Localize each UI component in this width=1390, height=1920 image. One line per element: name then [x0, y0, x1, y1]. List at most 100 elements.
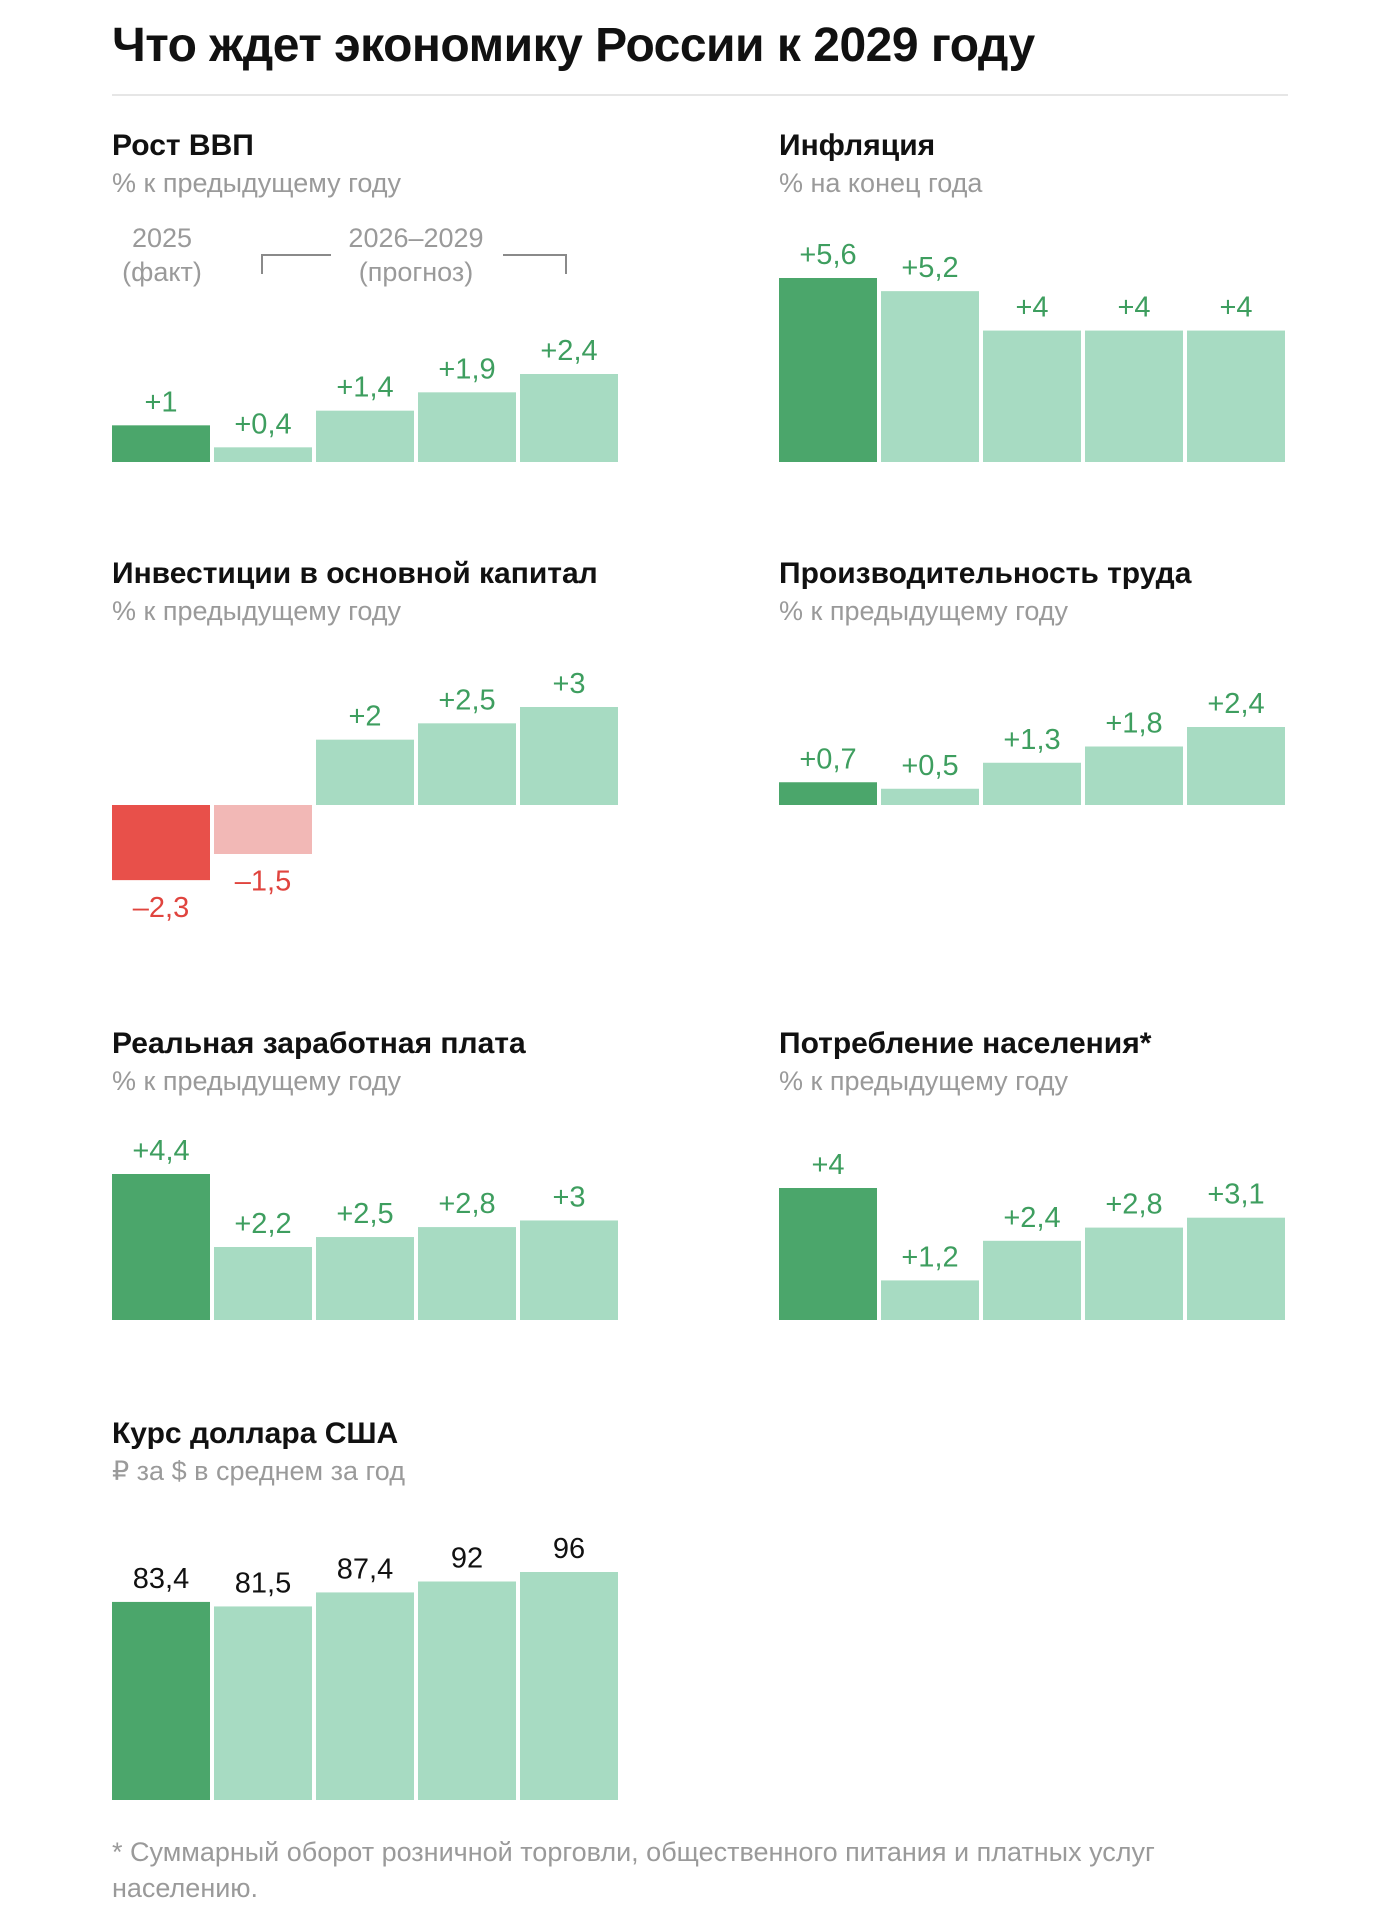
bar-2028: [1085, 1227, 1183, 1320]
data-label: +3: [552, 668, 585, 700]
chart-panel-inflation: Инфляция % на конец года +5,6 +5,2 +4 +4 +4: [779, 128, 1299, 462]
chart-title: Производительность труда: [779, 557, 1192, 590]
bar-2026: [881, 788, 979, 805]
chart-title: Рост ВВП: [112, 129, 254, 162]
data-label: +2,5: [438, 684, 495, 716]
chart-panel-productivity: Производительность труда % к предыдущему…: [779, 556, 1299, 805]
chart-subtitle: ₽ за $ в среднем за год: [112, 1456, 405, 1486]
chart-panel-gdp: Рост ВВП % к предыдущему году 2025 (факт…: [112, 128, 632, 462]
bar-chart-investment: –2,3 –1,5 +2 +2,5 +3: [112, 668, 618, 924]
data-label: 87,4: [337, 1553, 393, 1585]
bar-2027: [316, 410, 414, 462]
data-label: +1,4: [336, 372, 393, 404]
bar-2025: [112, 805, 210, 881]
chart-panel-wages: Реальная заработная плата % к предыдущем…: [112, 1026, 632, 1320]
data-label: +2: [348, 701, 381, 733]
bar-chart-inflation: +5,6 +5,2 +4 +4 +4: [779, 239, 1285, 462]
data-label: +4: [1015, 292, 1048, 324]
chart-title: Инвестиции в основной капитал: [112, 557, 598, 590]
bar-2028: [1085, 330, 1183, 462]
chart-subtitle: % к предыдущему году: [779, 1066, 1069, 1096]
bar-2025: [112, 425, 210, 462]
data-label: +5,6: [799, 239, 856, 271]
chart-panel-investment: Инвестиции в основной капитал % к предыд…: [112, 556, 632, 924]
bar-2026: [214, 447, 312, 462]
bar-2029: [1187, 1217, 1285, 1320]
bar-2027: [983, 762, 1081, 805]
legend-forecast-label: (прогноз): [358, 257, 474, 287]
data-label: +2,4: [1207, 688, 1264, 720]
data-label: +2,8: [438, 1188, 495, 1220]
bar-chart-productivity: +0,7 +0,5 +1,3 +1,8 +2,4: [779, 688, 1285, 805]
bar-2028: [418, 392, 516, 462]
bar-chart-usd: 83,4 81,5 87,4 92 96: [112, 1533, 618, 1800]
bar-2027: [316, 1237, 414, 1320]
data-label: –1,5: [235, 866, 291, 898]
chart-subtitle: % к предыдущему году: [112, 168, 402, 198]
bar-2026: [881, 291, 979, 462]
bar-chart-gdp: +1 +0,4 +1,4 +1,9 +2,4: [112, 335, 618, 462]
data-label: +2,4: [1003, 1202, 1060, 1234]
bar-2025: [779, 782, 877, 805]
data-label: +2,2: [234, 1208, 291, 1240]
data-label: +3,1: [1207, 1179, 1264, 1211]
chart-panel-usd: Курс доллара США ₽ за $ в среднем за год…: [112, 1416, 632, 1800]
bar-2029: [520, 707, 618, 805]
data-label: +4: [811, 1149, 844, 1181]
data-label: +4: [1219, 292, 1252, 324]
bar-2028: [418, 1581, 516, 1800]
chart-panel-consumption: Потребление населения* % к предыдущему г…: [779, 1026, 1299, 1320]
bar-2029: [520, 1220, 618, 1320]
data-label: 81,5: [235, 1567, 291, 1599]
legend-forecast-years: 2026–2029: [348, 223, 484, 253]
chart-title: Реальная заработная плата: [112, 1027, 526, 1060]
bar-2029: [520, 1572, 618, 1800]
data-label: +0,4: [234, 408, 291, 440]
bar-2027: [316, 739, 414, 805]
bar-2028: [1085, 746, 1183, 805]
data-label: +1,9: [438, 353, 495, 385]
data-label: 83,4: [133, 1563, 189, 1595]
bar-2026: [214, 1247, 312, 1320]
bar-2028: [418, 1227, 516, 1320]
legend-forecast: 2026–2029 (прогноз): [331, 221, 501, 289]
legend-bracket-left: [261, 254, 331, 274]
chart-subtitle: % на конец года: [779, 168, 983, 198]
data-label: +2,8: [1105, 1189, 1162, 1221]
data-label: +0,7: [799, 743, 856, 775]
bar-2025: [779, 1188, 877, 1320]
data-label: +3: [552, 1181, 585, 1213]
legend-fact: 2025 (факт): [112, 221, 212, 289]
data-label: +4: [1117, 292, 1150, 324]
chart-title: Курс доллара США: [112, 1417, 399, 1450]
bar-2026: [214, 805, 312, 854]
bar-chart-consumption: +4 +1,2 +2,4 +2,8 +3,1: [779, 1149, 1285, 1320]
bar-2027: [316, 1592, 414, 1800]
bar-2027: [983, 330, 1081, 462]
chart-subtitle: % к предыдущему году: [779, 596, 1069, 626]
data-label: +1,8: [1105, 708, 1162, 740]
data-label: +0,5: [901, 750, 958, 782]
chart-subtitle: % к предыдущему году: [112, 596, 402, 626]
footnote: * Суммарный оборот розничной торговли, о…: [112, 1837, 1155, 1903]
bar-2029: [520, 374, 618, 462]
bar-2029: [1187, 727, 1285, 805]
bar-2025: [112, 1174, 210, 1320]
data-label: +2,5: [336, 1198, 393, 1230]
legend-fact-year: 2025: [131, 223, 193, 253]
bar-2025: [779, 278, 877, 462]
bar-2027: [983, 1240, 1081, 1320]
page-title: Что ждет экономику России к 2029 году: [112, 19, 1035, 72]
legend-bracket-right: [503, 254, 567, 274]
chart-title: Инфляция: [779, 129, 936, 162]
chart-subtitle: % к предыдущему году: [112, 1066, 402, 1096]
legend-fact-label: (факт): [122, 257, 202, 287]
bar-2029: [1187, 330, 1285, 462]
data-label: +1,3: [1003, 724, 1060, 756]
bar-2028: [418, 723, 516, 805]
chart-title: Потребление населения*: [779, 1027, 1152, 1060]
title-divider: [112, 94, 1288, 96]
bar-2026: [214, 1606, 312, 1800]
data-label: +4,4: [132, 1135, 189, 1167]
data-label: 96: [553, 1533, 585, 1565]
